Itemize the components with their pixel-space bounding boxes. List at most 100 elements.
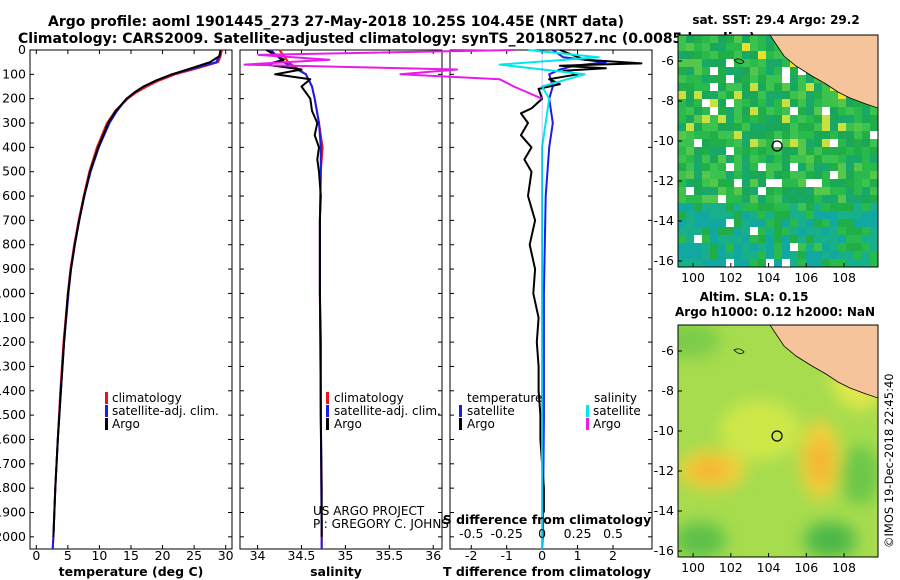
figure-title-line1: Argo profile: aoml 1901445_273 27-May-20… bbox=[48, 14, 624, 30]
sla-map-frame bbox=[677, 324, 879, 558]
lon-tick-label: 100 bbox=[681, 560, 705, 575]
s-tick-label: -0.5 bbox=[459, 526, 483, 541]
depth-tick-label: 400 bbox=[2, 139, 26, 154]
depth-tick-label: 1500 bbox=[0, 407, 26, 422]
pi-annotation: PI: GREGORY C. JOHNSON bbox=[313, 517, 467, 531]
depth-tick-label: 700 bbox=[2, 212, 26, 227]
sla-map-ticks: 100 102 104 106 108 -6 -8 -10 -12 -14 -16 bbox=[654, 343, 856, 575]
series-line bbox=[498, 49, 600, 549]
legend-argo: Argo bbox=[112, 417, 140, 431]
sst-map-panel: sat. SST: 29.4 Argo: 29.2 100 102 104 106 10… bbox=[654, 13, 879, 285]
salinity-xlabel: salinity bbox=[310, 564, 362, 579]
depth-tick-label: 1400 bbox=[0, 383, 26, 398]
x-tick-label: 15 bbox=[123, 548, 139, 563]
temperature-axes-frame bbox=[29, 49, 233, 550]
imos-credit: ©IMOS 19-Dec-2018 22:45:40 bbox=[882, 373, 896, 548]
argo-float-marker bbox=[771, 430, 783, 442]
difference-series bbox=[243, 49, 643, 550]
salinity-x-axis: 34 34.5 35 35.5 36 bbox=[250, 50, 441, 563]
x-tick-label: 35 bbox=[337, 548, 353, 563]
lon-tick-label: 102 bbox=[719, 270, 743, 285]
depth-tick-label: 200 bbox=[2, 91, 26, 106]
difference-axes-frame bbox=[449, 49, 653, 550]
depth-tick-label: 1800 bbox=[0, 480, 26, 495]
lat-tick-label: -14 bbox=[654, 213, 674, 228]
difference-panel: -2 -1 0 1 2 T difference from climatology S … bbox=[243, 49, 653, 579]
project-annotation: US ARGO PROJECT bbox=[313, 504, 425, 518]
salinity-series bbox=[265, 49, 324, 549]
x-tick-label: -1 bbox=[500, 548, 512, 563]
x-tick-label: -2 bbox=[465, 548, 477, 563]
t-difference-xlabel: T difference from climatology bbox=[443, 564, 651, 579]
depth-tick-label: 600 bbox=[2, 188, 26, 203]
x-tick-label: 34.5 bbox=[288, 548, 316, 563]
depth-tick-label: 1900 bbox=[0, 504, 26, 519]
depth-tick-label: 1200 bbox=[0, 334, 26, 349]
s-tick-label: 0 bbox=[538, 526, 546, 541]
legend-swatch-t-satellite bbox=[459, 405, 462, 417]
legend-swatch-s-argo bbox=[586, 418, 589, 430]
salinity-depth-ticks bbox=[240, 49, 442, 538]
x-tick-label: 20 bbox=[155, 548, 171, 563]
lon-tick-label: 108 bbox=[832, 270, 856, 285]
legend-satellite: satellite-adj. clim. bbox=[334, 404, 441, 418]
salinity-axes-frame bbox=[239, 49, 443, 550]
x-tick-label: 30 bbox=[218, 548, 234, 563]
s-tick-label: -0.25 bbox=[491, 526, 523, 541]
lat-tick-label: -6 bbox=[662, 343, 675, 358]
sst-map-frame bbox=[677, 34, 879, 268]
depth-tick-label: 500 bbox=[2, 164, 26, 179]
difference-legend: temperature satellite Argo salinity sate… bbox=[459, 391, 641, 431]
depth-tick-label: 100 bbox=[2, 66, 26, 81]
figure-title-line2: Climatology: CARS2009. Satellite-adjuste… bbox=[18, 31, 755, 47]
legend-swatch-s-satellite bbox=[586, 405, 589, 417]
legend-swatch-climatology bbox=[105, 392, 108, 404]
depth-tick-label: 1600 bbox=[0, 431, 26, 446]
legend-t-argo: Argo bbox=[467, 417, 495, 431]
lon-tick-label: 104 bbox=[757, 560, 781, 575]
legend-swatch-satellite bbox=[326, 405, 329, 417]
x-tick-label: 0 bbox=[538, 548, 546, 563]
lon-tick-label: 102 bbox=[719, 560, 743, 575]
x-tick-label: 1 bbox=[574, 548, 582, 563]
legend-swatch-argo bbox=[105, 418, 108, 430]
lat-tick-label: -12 bbox=[654, 463, 674, 478]
x-tick-label: 34 bbox=[250, 548, 266, 563]
depth-tick-label: 900 bbox=[2, 261, 26, 276]
sla-map-panel: Altim. SLA: 0.15 Argo h1000: 0.12 h2000:… bbox=[654, 290, 879, 575]
x-tick-label: 36 bbox=[425, 548, 441, 563]
java-landmass bbox=[769, 325, 878, 399]
java-landmass bbox=[769, 35, 878, 109]
lon-tick-label: 106 bbox=[794, 270, 818, 285]
temperature-series bbox=[51, 49, 223, 550]
s-tick-label: 0.5 bbox=[603, 526, 623, 541]
legend-s-argo: Argo bbox=[593, 417, 621, 431]
x-tick-label: 5 bbox=[64, 548, 72, 563]
lat-tick-label: -14 bbox=[654, 503, 674, 518]
legend-swatch-climatology bbox=[326, 392, 329, 404]
island-outline bbox=[733, 348, 745, 354]
depth-tick-label: 1000 bbox=[0, 285, 26, 300]
lat-tick-label: -16 bbox=[654, 253, 674, 268]
s-tick-label: 0.25 bbox=[564, 526, 592, 541]
legend-climatology: climatology bbox=[112, 391, 182, 405]
legend-salinity-title: salinity bbox=[594, 391, 637, 405]
series-line bbox=[265, 49, 323, 537]
lat-tick-label: -8 bbox=[662, 93, 675, 108]
depth-tick-label: 0 bbox=[18, 42, 26, 57]
sla-map-subtitle: Argo h1000: 0.12 h2000: NaN bbox=[675, 305, 875, 319]
series-line bbox=[519, 49, 643, 513]
island-outline bbox=[733, 58, 745, 64]
salinity-panel: 34 34.5 35 35.5 36 salinity climatology sate… bbox=[239, 49, 467, 579]
depth-tick-label: 300 bbox=[2, 115, 26, 130]
sst-map-title: sat. SST: 29.4 Argo: 29.2 bbox=[692, 13, 859, 27]
difference-x-axis: -2 -1 0 1 2 bbox=[465, 50, 617, 563]
lon-tick-label: 104 bbox=[757, 270, 781, 285]
sst-map-ticks: 100 102 104 106 108 -6 -8 -10 -12 -14 -16 bbox=[654, 53, 856, 285]
legend-swatch-t-argo bbox=[459, 418, 462, 430]
depth-tick-label: 2000 bbox=[0, 529, 26, 544]
salinity-legend: climatology satellite-adj. clim. Argo bbox=[326, 391, 441, 431]
temperature-panel: 0100200300400500600700800900100011001200… bbox=[0, 42, 234, 579]
lat-tick-label: -12 bbox=[654, 173, 674, 188]
